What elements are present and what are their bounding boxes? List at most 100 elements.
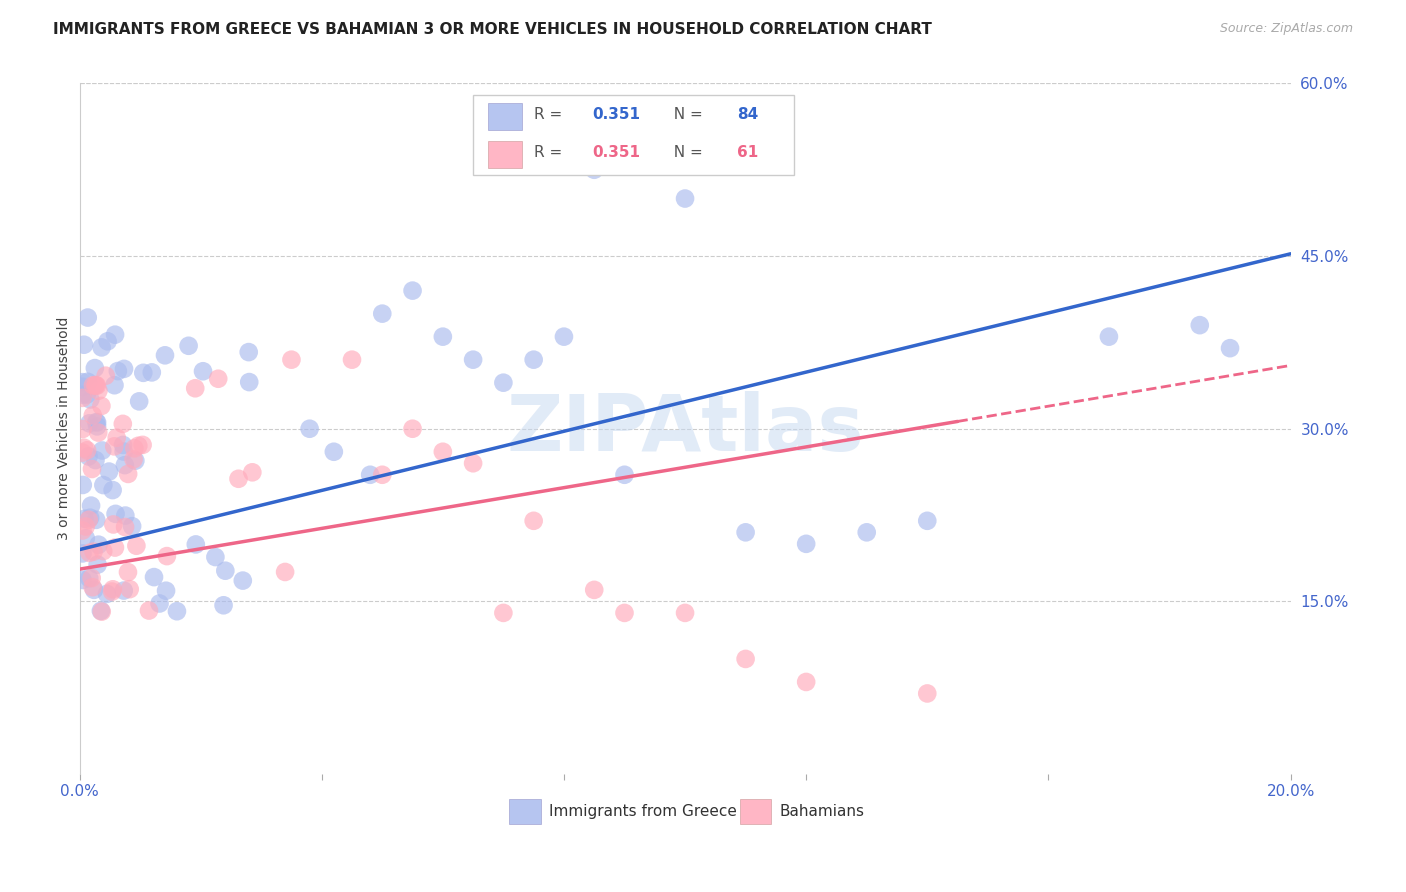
Point [143, 570, 166, 584]
Point [156, 549, 179, 563]
Point [105, 431, 128, 445]
Point [82, 580, 104, 594]
Text: Bahamians: Bahamians [779, 804, 865, 819]
Point [86, 416, 108, 430]
Point [794, 675, 817, 690]
Point [76, 375, 98, 389]
Point [240, 465, 263, 479]
Text: Immigrants from Greece: Immigrants from Greece [550, 804, 737, 819]
Point [523, 514, 546, 528]
Point [204, 550, 226, 565]
Point [177, 339, 200, 353]
Point [84, 378, 107, 392]
Point [87, 425, 110, 440]
Point [72, 546, 94, 560]
Point [128, 394, 150, 409]
Point [77, 513, 100, 527]
Point [111, 417, 134, 431]
Point [238, 375, 260, 389]
Point [94, 368, 117, 383]
Point [90, 399, 112, 413]
Point [80, 499, 103, 513]
Point [84, 513, 107, 527]
Point [734, 652, 756, 666]
Point [214, 564, 236, 578]
Point [72, 375, 94, 389]
Point [613, 467, 636, 482]
Point [112, 583, 135, 598]
Point [794, 537, 817, 551]
Point [75, 531, 97, 545]
Point [73, 512, 96, 526]
Point [103, 517, 125, 532]
Point [90, 605, 112, 619]
Point [124, 442, 146, 456]
Point [371, 467, 394, 482]
Point [72, 388, 94, 402]
Point [114, 458, 136, 472]
Point [84, 453, 107, 467]
Point [583, 162, 606, 177]
Point [121, 519, 143, 533]
Point [82, 409, 104, 423]
Point [401, 284, 423, 298]
Point [340, 352, 363, 367]
Point [855, 525, 877, 540]
Point [101, 582, 124, 597]
Point [82, 378, 104, 392]
Point [125, 539, 148, 553]
Text: Source: ZipAtlas.com: Source: ZipAtlas.com [1219, 22, 1353, 36]
Text: IMMIGRANTS FROM GREECE VS BAHAMIAN 3 OR MORE VEHICLES IN HOUSEHOLD CORRELATION C: IMMIGRANTS FROM GREECE VS BAHAMIAN 3 OR … [53, 22, 932, 37]
Point [86, 378, 108, 392]
Text: 84: 84 [737, 107, 758, 121]
Text: R =: R = [534, 107, 567, 121]
Point [191, 364, 214, 378]
Point [274, 565, 297, 579]
Point [72, 380, 94, 394]
Point [153, 348, 176, 362]
Point [613, 606, 636, 620]
Point [72, 422, 94, 436]
Point [124, 453, 146, 467]
FancyBboxPatch shape [472, 95, 794, 175]
Point [104, 541, 127, 555]
Point [91, 544, 114, 558]
Point [734, 525, 756, 540]
Point [228, 472, 250, 486]
FancyBboxPatch shape [488, 103, 522, 130]
Point [1188, 318, 1211, 333]
Point [673, 192, 696, 206]
Point [112, 444, 135, 458]
Point [72, 478, 94, 492]
Point [917, 514, 939, 528]
Y-axis label: 3 or more Vehicles in Household: 3 or more Vehicles in Household [58, 317, 72, 541]
Point [114, 508, 136, 523]
Point [101, 483, 124, 497]
Point [371, 307, 394, 321]
Point [138, 603, 160, 617]
Text: R =: R = [534, 145, 567, 160]
Point [98, 465, 121, 479]
Point [87, 384, 110, 398]
Point [80, 462, 103, 476]
Point [112, 362, 135, 376]
Point [93, 478, 115, 492]
Point [90, 604, 112, 618]
Point [280, 352, 302, 367]
Point [72, 391, 94, 405]
Point [583, 582, 606, 597]
Point [91, 443, 114, 458]
Text: 0.351: 0.351 [592, 107, 640, 121]
Point [184, 537, 207, 551]
Point [298, 422, 321, 436]
Point [461, 456, 484, 470]
Point [76, 387, 98, 401]
Point [103, 439, 125, 453]
Point [79, 417, 101, 431]
Point [117, 467, 139, 481]
Point [75, 519, 97, 533]
Point [96, 587, 118, 601]
Point [101, 584, 124, 599]
Text: ZIPAtlas: ZIPAtlas [506, 391, 863, 467]
Point [117, 565, 139, 579]
